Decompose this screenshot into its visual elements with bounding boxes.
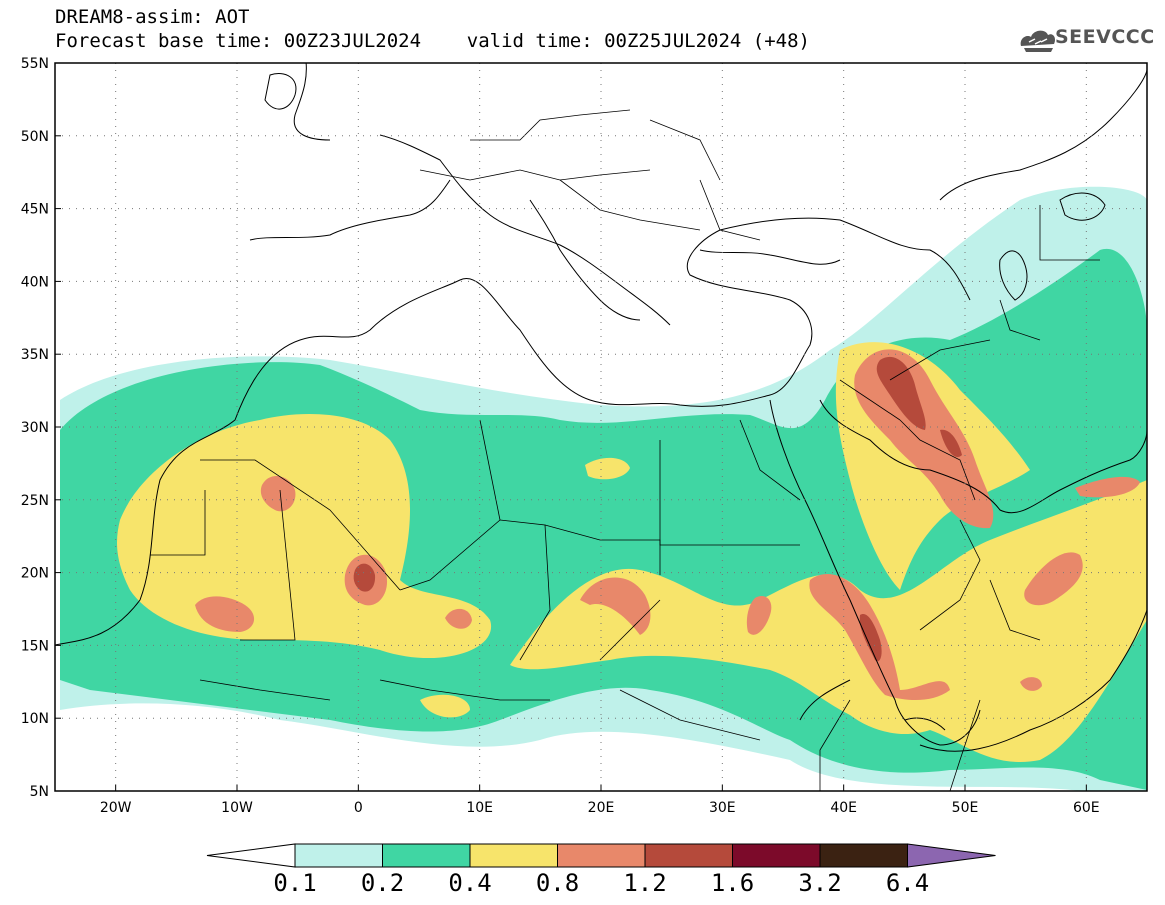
latitude-tick-label: 5N xyxy=(30,784,49,800)
latitude-tick-label: 45N xyxy=(21,202,49,218)
aot-contour-0.8e xyxy=(580,577,651,635)
colorbar-swatch xyxy=(732,843,821,868)
colorbar-label: 3.2 xyxy=(798,869,842,897)
colorbar-swatch xyxy=(294,843,383,868)
aot-contour-1.2d xyxy=(940,429,962,458)
latitude-tick-label: 25N xyxy=(21,493,49,509)
colorbar-swatch xyxy=(557,843,646,868)
graticule xyxy=(55,63,1147,791)
latitude-labels: 55N 50N 45N 40N 35N 30N 25N 20N 15N 10N 5N xyxy=(21,56,61,800)
colorbar-low-triangle xyxy=(206,843,296,868)
colorbar-swatch xyxy=(382,843,471,868)
aot-contour-0.4e xyxy=(420,694,470,718)
aot-contour-1.2b xyxy=(353,563,376,592)
colorbar-swatch xyxy=(819,843,908,868)
latitude-tick-label: 50N xyxy=(21,129,49,145)
colorbar-label: 1.2 xyxy=(623,869,667,897)
colorbar-label: 0.8 xyxy=(535,869,580,897)
colorbar-label: 0.4 xyxy=(448,869,492,897)
latitude-tick-label: 35N xyxy=(21,347,49,363)
aot-contour-0.8g xyxy=(195,596,255,632)
borders xyxy=(150,109,1100,791)
colorbar-label: 6.4 xyxy=(885,869,930,897)
aot-contour-0.8b xyxy=(809,574,950,700)
latitude-tick-label: 55N xyxy=(21,56,49,72)
seevccc-logo: SEEVCCC xyxy=(1055,26,1155,48)
aot-contour-0.8i xyxy=(445,608,472,629)
aot-contour-0.4d xyxy=(585,457,630,480)
latitude-tick-label: 40N xyxy=(21,274,49,290)
cloud-icon xyxy=(1020,30,1056,52)
colorbar-swatch xyxy=(469,843,558,868)
map-title: DREAM8-assim: AOT xyxy=(55,6,250,28)
latitude-tick-label: 20N xyxy=(21,566,49,582)
latitude-tick-label: 10N xyxy=(21,711,49,727)
aot-contour-1.2c xyxy=(859,614,882,662)
longitude-tick-label: 20W xyxy=(100,800,132,816)
aot-contour-0.8h xyxy=(260,475,296,512)
longitude-tick-label: 10E xyxy=(466,800,493,816)
colorbar-label: 1.6 xyxy=(710,869,755,897)
aot-contour-1.2a xyxy=(876,356,926,430)
longitude-tick-label: 40E xyxy=(830,800,857,816)
longitude-tick-label: 60E xyxy=(1073,800,1100,816)
aot-contour-0.8k xyxy=(746,595,772,635)
colorbar-swatch xyxy=(644,843,733,868)
longitude-tick-label: 10W xyxy=(221,800,253,816)
aot-contour-0.8d xyxy=(1075,476,1140,498)
longitude-tick-label: 50E xyxy=(952,800,979,816)
aot-contour-0.4b xyxy=(510,480,1147,763)
colorbar-high-triangle xyxy=(907,843,996,868)
longitude-tick-label: 0 xyxy=(354,800,363,816)
longitude-tick-label: 30E xyxy=(709,800,736,816)
coastlines xyxy=(55,63,1147,752)
latitude-tick-label: 15N xyxy=(21,638,49,654)
longitude-labels: 20W 10W 0 10E 20E 30E 40E 50E 60E xyxy=(100,785,1100,816)
forecast-time-line: Forecast base time: 00Z23JUL2024 valid t… xyxy=(55,30,810,52)
aot-contour-0.8c xyxy=(1024,552,1083,606)
colorbar-label: 0.2 xyxy=(360,869,405,897)
colorbar-label: 0.1 xyxy=(273,869,317,897)
aot-contour-0.8a xyxy=(854,349,994,529)
colorbar xyxy=(206,843,996,868)
aot-contour-0.8j xyxy=(1020,677,1042,691)
longitude-tick-label: 20E xyxy=(588,800,615,816)
latitude-tick-label: 30N xyxy=(21,420,49,436)
